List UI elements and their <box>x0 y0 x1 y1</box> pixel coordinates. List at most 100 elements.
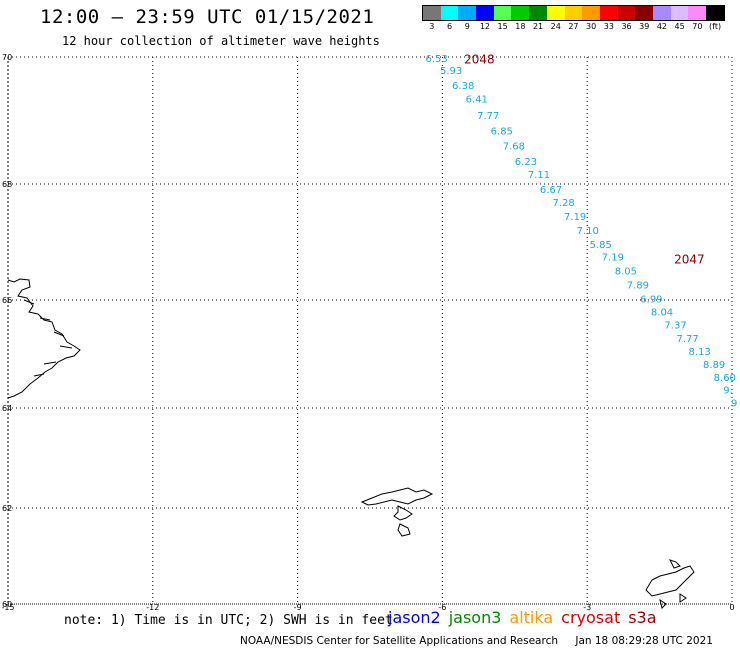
legend-swatch <box>423 6 441 20</box>
legend-swatch <box>635 6 653 20</box>
wave-height-value: 9. <box>723 386 733 397</box>
wave-height-value: 7.68 <box>503 142 525 153</box>
wave-height-value: 7.19 <box>602 253 624 264</box>
satellite-name: cryosat <box>561 608 621 627</box>
wave-height-value: 5.85 <box>590 240 612 251</box>
orbit-labels: 2048 2047 <box>464 53 705 267</box>
map-frame <box>7 56 733 605</box>
legend-label: 6 <box>447 22 453 31</box>
legend-swatch <box>493 6 512 20</box>
legend-swatch <box>670 6 689 20</box>
wave-height-value: 8.89 <box>703 360 725 371</box>
wave-height-value: 5.93 <box>440 66 462 77</box>
wave-height-value: 7.11 <box>528 170 550 181</box>
faroe-islands-coastline <box>360 487 434 506</box>
map-title: 12:00 – 23:59 UTC 01/15/2021 <box>40 6 375 28</box>
longitude-label: -9 <box>294 603 302 612</box>
map-subtitle: 12 hour collection of altimeter wave hei… <box>62 34 380 48</box>
wave-height-value: 6.85 <box>491 126 513 137</box>
legend-label: 42 <box>656 22 668 31</box>
legend-label: 39 <box>639 22 650 31</box>
legend-swatch <box>476 6 494 20</box>
wave-height-value: 7.77 <box>676 334 698 345</box>
legend-swatch <box>529 6 547 20</box>
legend-label: 9 <box>464 22 470 31</box>
altimeter-track: 6.535.93 6.38 6.41 7.77 6.85 7.68 6.23 7.11 6.67… <box>426 54 738 410</box>
satellite-legend: jason2 jason3 altika cryosat s3a <box>388 608 665 627</box>
legend-label: 27 <box>568 22 579 31</box>
coastlines <box>7 278 695 609</box>
shetland-islets <box>659 559 687 609</box>
iceland-coastline <box>7 278 81 399</box>
latitude-label: 60 <box>2 600 12 609</box>
legend-label: 30 <box>586 22 597 31</box>
legend-swatch <box>582 6 600 20</box>
longitude-label: 0 <box>729 603 734 612</box>
orbit-number: 2048 <box>464 53 495 67</box>
orbit-number: 2047 <box>674 252 705 266</box>
legend-swatch <box>688 6 706 20</box>
wave-height-value: 7.77 <box>477 111 499 122</box>
latitude-label: 68 <box>2 180 12 189</box>
legend-label: 45 <box>674 22 685 31</box>
wave-height-value: 7.28 <box>552 198 574 209</box>
satellite-name: jason3 <box>448 608 502 627</box>
legend-label: 15 <box>497 22 508 31</box>
legend-label: 3 <box>429 22 435 31</box>
longitude-label: -3 <box>583 603 591 612</box>
wave-height-value: 7.37 <box>664 320 686 331</box>
footer-note: note: 1) Time is in UTC; 2) SWH is in fe… <box>64 613 393 628</box>
legend-swatch <box>599 6 618 20</box>
legend-swatch <box>458 6 477 20</box>
legend-swatch <box>617 6 636 20</box>
wave-height-value: 6.67 <box>540 185 562 196</box>
legend-swatch <box>564 6 583 20</box>
longitude-label: -12 <box>146 603 159 612</box>
legend-swatch <box>546 6 565 20</box>
legend-label: 33 <box>603 22 614 31</box>
longitude-label: -15 <box>1 603 14 612</box>
satellite-name: jason2 <box>388 608 441 627</box>
wave-height-value: 9 <box>731 399 737 410</box>
shetland-coastline <box>645 565 695 597</box>
legend-label: 70 <box>692 22 703 31</box>
wave-height-value: 6.99 <box>640 294 662 305</box>
legend-label: 12 <box>479 22 491 31</box>
legend-label: 18 <box>515 22 526 31</box>
satellite-name: altika <box>509 608 554 627</box>
wave-height-value: 6.23 <box>515 157 537 168</box>
wave-height-value: 8.05 <box>615 267 637 278</box>
color-legend <box>422 5 725 21</box>
legend-swatch <box>511 6 530 20</box>
legend-label: 36 <box>621 22 632 31</box>
color-legend-labels: 3 6 9 12 15 18 21 24 27 30 33 36 39 42 45 70 (ft) <box>422 22 740 34</box>
legend-label: 21 <box>532 22 544 31</box>
latitude-label: 66 <box>2 296 12 305</box>
wave-height-value: 8.60 <box>714 373 736 384</box>
wave-height-value: 6.38 <box>452 81 474 92</box>
latitude-label: 64 <box>2 404 12 413</box>
legend-swatch <box>652 6 671 20</box>
axis-labels: 70 68 66 64 62 60-15 -12 -9 -6 -3 0 <box>1 53 734 612</box>
footer-credit: NOAA/NESDIS Center for Satellite Applica… <box>240 635 713 647</box>
wave-height-value: 7.10 <box>577 226 599 237</box>
wave-height-value: 6.41 <box>466 95 488 106</box>
faroe-islands-south <box>393 505 413 537</box>
wave-height-value: 7.19 <box>564 212 586 223</box>
satellite-name: s3a <box>628 608 657 627</box>
wave-height-value: 6.53 <box>426 54 448 65</box>
latitude-label: 70 <box>2 53 12 62</box>
latitude-label: 62 <box>2 504 12 513</box>
longitude-label: -6 <box>438 603 446 612</box>
wave-height-value: 8.13 <box>689 347 711 358</box>
credit-text: NOAA/NESDIS Center for Satellite Applica… <box>240 635 558 647</box>
wave-height-value: 7.89 <box>627 281 649 292</box>
map-grid <box>7 56 733 605</box>
iceland-fjords <box>23 299 73 377</box>
legend-label: (ft) <box>709 22 722 31</box>
generated-timestamp: Jan 18 08:29:28 UTC 2021 <box>575 635 713 647</box>
wave-height-value: 8.04 <box>651 307 673 318</box>
legend-label: 24 <box>550 22 561 31</box>
legend-swatch <box>706 6 724 20</box>
